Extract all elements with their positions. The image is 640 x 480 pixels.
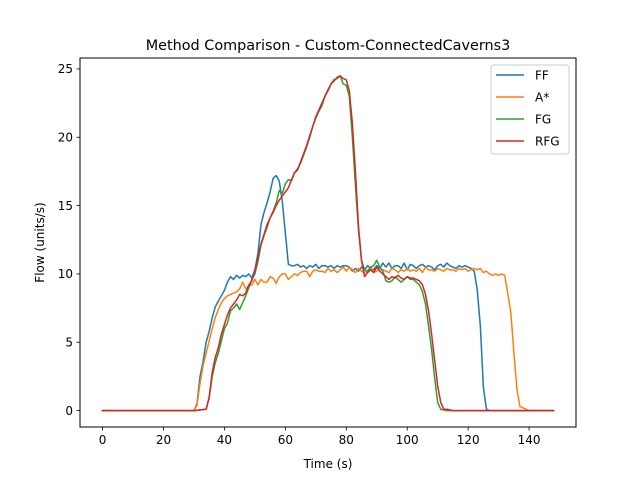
y-tick-label: 5 xyxy=(65,336,73,350)
x-axis-ticks: 0 20 40 60 80 100 120 140 xyxy=(99,427,541,447)
y-tick-label: 10 xyxy=(58,267,73,281)
legend-label-2: FG xyxy=(535,112,551,126)
series-line-1 xyxy=(101,266,555,412)
y-tick-label: 0 xyxy=(65,404,73,418)
y-axis-label: Flow (units/s) xyxy=(33,202,47,282)
x-tick-label: 100 xyxy=(396,433,419,447)
chart-title: Method Comparison - Custom-ConnectedCave… xyxy=(146,38,511,54)
x-tick-label: 80 xyxy=(339,433,354,447)
y-tick-label: 15 xyxy=(58,199,73,213)
y-axis-ticks: 0 5 10 15 20 25 xyxy=(58,62,80,418)
legend-entries: FF A* FG RFG xyxy=(496,68,560,148)
legend-box xyxy=(490,64,570,155)
axes-frame xyxy=(79,57,577,428)
x-tick-label: 20 xyxy=(156,433,171,447)
legend-label-3: RFG xyxy=(535,134,560,148)
y-tick-label: 20 xyxy=(58,131,73,145)
x-axis-label: Time (s) xyxy=(303,457,353,471)
x-tick-label: 0 xyxy=(99,433,107,447)
legend-label-0: FF xyxy=(535,68,549,82)
series-line-3 xyxy=(101,75,555,412)
series-line-0 xyxy=(101,174,555,412)
legend: FF A* FG RFG xyxy=(490,64,570,155)
x-tick-label: 120 xyxy=(457,433,480,447)
x-tick-label: 60 xyxy=(278,433,293,447)
y-tick-label: 25 xyxy=(58,62,73,76)
legend-label-1: A* xyxy=(535,90,549,104)
series-lines xyxy=(101,75,555,412)
x-tick-label: 140 xyxy=(518,433,541,447)
x-tick-label: 40 xyxy=(217,433,232,447)
